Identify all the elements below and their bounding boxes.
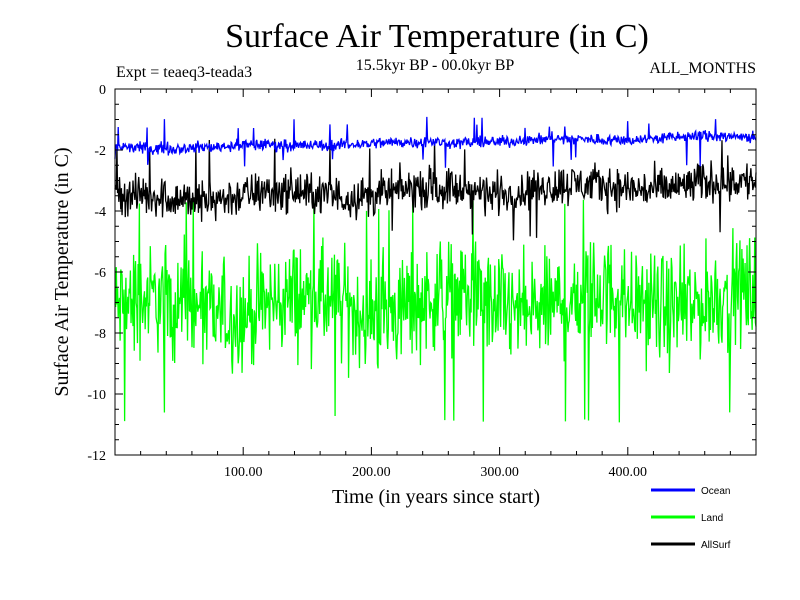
series-line-ocean (114, 116, 757, 168)
axis-layer: 100.00 200.00 300.00 400.00 0 -2 -4 -6 -8 -10 -12 (87, 83, 756, 480)
x-axis-label: Time (in years since start) (332, 486, 540, 508)
series-line-land (114, 199, 757, 423)
chart-subtitle-center: 15.5kyr BP - 00.0kyr BP (356, 57, 515, 74)
x-tick-label: 100.00 (224, 465, 263, 480)
y-tick-label: -12 (87, 449, 106, 464)
x-tick-label: 200.00 (352, 465, 391, 480)
series-line-allsurf (114, 138, 757, 241)
series-layer (114, 116, 757, 423)
y-tick-label: -8 (94, 327, 106, 342)
y-tick-label: -2 (94, 144, 106, 159)
y-tick-label: 0 (99, 83, 106, 98)
chart-subtitle-right: ALL_MONTHS (649, 60, 756, 77)
y-tick-label: -10 (87, 388, 106, 403)
y-axis-label: Surface Air Temperature (in C) (51, 147, 73, 396)
y-tick-label: -4 (94, 205, 106, 220)
legend: Ocean Land AllSurf (651, 486, 731, 551)
chart-title: Surface Air Temperature (in C) (225, 18, 649, 55)
legend-label-ocean: Ocean (701, 486, 730, 497)
x-tick-label: 400.00 (609, 465, 648, 480)
legend-label-land: Land (701, 513, 723, 524)
chart-subtitle-left: Expt = teaeq3-teada3 (116, 64, 252, 81)
y-tick-label: -6 (94, 266, 106, 281)
x-tick-label: 300.00 (480, 465, 519, 480)
legend-label-allsurf: AllSurf (701, 540, 731, 551)
